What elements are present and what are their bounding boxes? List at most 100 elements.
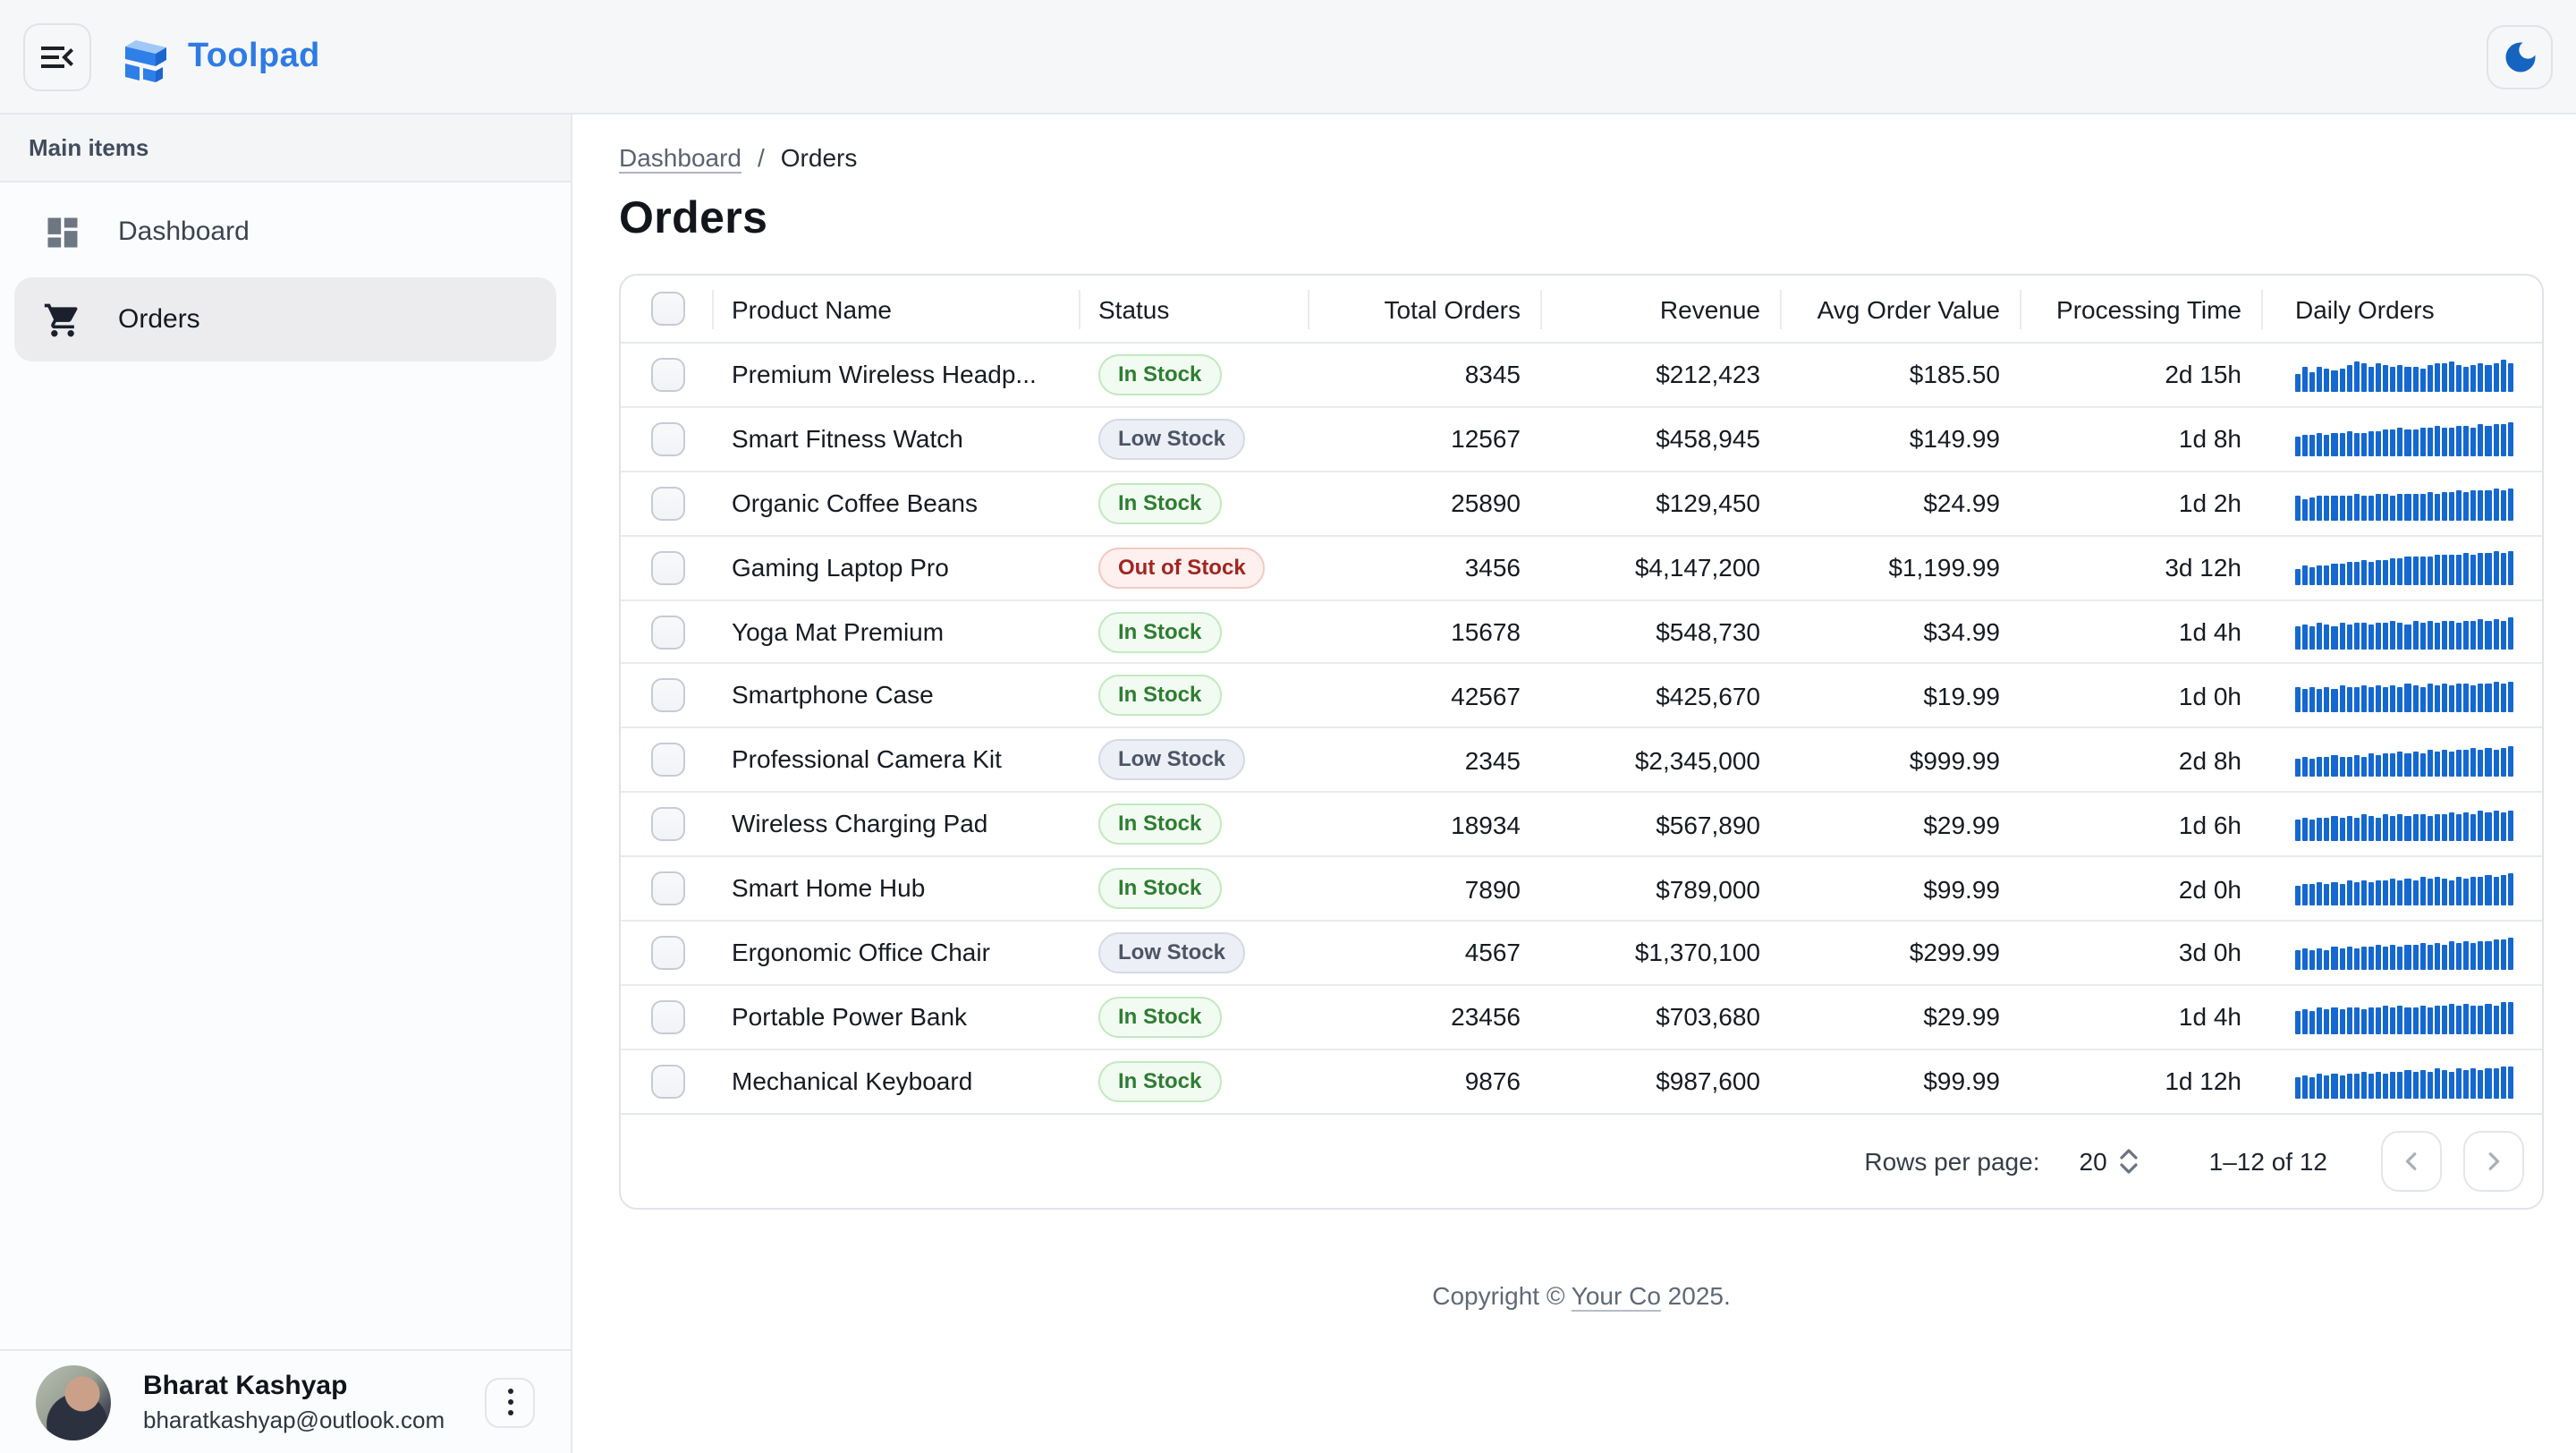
breadcrumb-separator: / (758, 143, 765, 172)
spark-bar (2368, 752, 2375, 777)
spark-bar (2434, 622, 2440, 649)
table-row: Smart Fitness Watch Low Stock 12567 $458,94… (621, 408, 2542, 472)
spark-bar (2463, 620, 2470, 649)
spark-bar (2500, 747, 2506, 777)
spark-bar (2434, 877, 2440, 906)
spark-bar (2456, 1068, 2462, 1099)
spark-bar (2309, 819, 2316, 842)
row-checkbox[interactable] (650, 871, 684, 906)
column-header-total-orders[interactable]: Total Orders (1309, 276, 1542, 342)
spark-bar (2500, 939, 2506, 970)
spark-bar (2434, 554, 2440, 585)
spark-bar (2448, 621, 2455, 649)
spark-bar (2353, 494, 2360, 521)
spark-bar (2390, 557, 2396, 585)
header-cell-checkbox (621, 276, 714, 342)
row-checkbox[interactable] (650, 743, 684, 777)
cell-daily-orders (2263, 729, 2542, 792)
spark-bar (2500, 360, 2506, 392)
row-checkbox[interactable] (650, 1064, 684, 1099)
spark-bar (2331, 1007, 2338, 1034)
row-checkbox[interactable] (650, 357, 684, 392)
spark-bar (2324, 757, 2330, 777)
sidebar-nav: Dashboard Orders (0, 183, 571, 361)
spark-bar (2493, 1068, 2499, 1099)
cell-daily-orders (2263, 922, 2542, 984)
spark-bar (2404, 752, 2411, 777)
copyright-suffix: 2025. (1660, 1280, 1731, 1310)
app-body: Main items Dashboard Orders (0, 115, 2576, 1453)
sidebar-item-orders[interactable]: Orders (14, 277, 556, 361)
spark-bar (2295, 373, 2301, 392)
theme-toggle-button[interactable] (2487, 24, 2553, 89)
column-header-avg-order-value[interactable]: Avg Order Value (1782, 276, 2021, 342)
cell-total-orders: 9876 (1464, 1066, 1521, 1096)
spark-bar (2376, 754, 2382, 777)
spark-bar (2331, 816, 2338, 842)
spark-bar (2419, 1005, 2426, 1034)
cell-processing-time: 2d 15h (2165, 360, 2241, 389)
spark-bar (2493, 939, 2499, 970)
column-header-product-name[interactable]: Product Name (714, 276, 1080, 342)
row-checkbox[interactable] (650, 807, 684, 842)
select-all-checkbox[interactable] (650, 292, 684, 326)
cell-status: In Stock (1080, 986, 1309, 1049)
cell-revenue: $987,600 (1656, 1066, 1760, 1096)
row-checkbox[interactable] (650, 550, 684, 585)
sidebar-item-dashboard[interactable]: Dashboard (14, 190, 556, 274)
spark-bar (2419, 1069, 2426, 1099)
sidebar-item-label: Orders (118, 304, 200, 335)
breadcrumb-link-dashboard[interactable]: Dashboard (619, 143, 741, 172)
sidebar-collapse-button[interactable] (23, 22, 91, 90)
spark-bar (2434, 752, 2440, 777)
row-checkbox[interactable] (650, 615, 684, 649)
cell-avg-order-value: $99.99 (1923, 874, 2000, 904)
spark-bar (2346, 815, 2352, 842)
spark-bar (2478, 683, 2484, 713)
brand[interactable]: Toolpad (120, 31, 320, 81)
spark-bar (2463, 811, 2470, 842)
column-header-revenue[interactable]: Revenue (1542, 276, 1782, 342)
next-page-button[interactable] (2463, 1130, 2524, 1192)
row-checkbox[interactable] (650, 999, 684, 1034)
column-header-processing-time[interactable]: Processing Time (2021, 276, 2263, 342)
status-badge: In Stock (1098, 353, 1222, 395)
cell-checkbox (621, 536, 714, 599)
dashboard-grid-icon (43, 212, 82, 251)
row-checkbox[interactable] (650, 935, 684, 970)
cell-revenue: $2,345,000 (1634, 745, 1760, 775)
rows-per-page-select[interactable]: 20 (2080, 1146, 2138, 1175)
spark-bar (2507, 1001, 2513, 1034)
cell-status: In Stock (1080, 600, 1309, 663)
user-account-panel: Bharat Kashyap bharatkashyap@outlook.com (0, 1349, 571, 1453)
spark-bar (2507, 810, 2513, 842)
daily-orders-sparkline (2295, 679, 2513, 713)
row-checkbox[interactable] (650, 421, 684, 456)
daily-orders-sparkline (2295, 486, 2513, 521)
cell-daily-orders (2263, 344, 2542, 406)
spark-bar (2470, 554, 2477, 585)
cell-avg-order-value: $19.99 (1923, 681, 2000, 710)
spark-bar (2368, 881, 2375, 906)
company-link[interactable]: Your Co (1571, 1280, 1661, 1310)
column-header-status[interactable]: Status (1080, 276, 1309, 342)
spark-bar (2448, 751, 2455, 777)
cell-checkbox (621, 986, 714, 1049)
table-row: Professional Camera Kit Low Stock 2345 $2,3… (621, 729, 2542, 794)
spark-bar (2419, 493, 2426, 521)
spark-bar (2397, 686, 2403, 713)
column-header-daily-orders[interactable]: Daily Orders (2295, 294, 2435, 323)
previous-page-button[interactable] (2381, 1130, 2442, 1192)
user-menu-button[interactable] (485, 1377, 535, 1427)
row-checkbox[interactable] (650, 678, 684, 713)
spark-bar (2404, 1007, 2411, 1034)
cell-product-name: Premium Wireless Headp... (732, 360, 1037, 388)
spark-bar (2331, 1074, 2338, 1099)
spark-bar (2470, 490, 2477, 521)
spark-bar (2456, 365, 2462, 392)
spark-bar (2500, 1002, 2506, 1034)
spark-bar (2360, 623, 2367, 649)
row-checkbox[interactable] (650, 486, 684, 521)
cell-checkbox (621, 729, 714, 792)
cell-processing-time: 1d 4h (2178, 617, 2241, 646)
